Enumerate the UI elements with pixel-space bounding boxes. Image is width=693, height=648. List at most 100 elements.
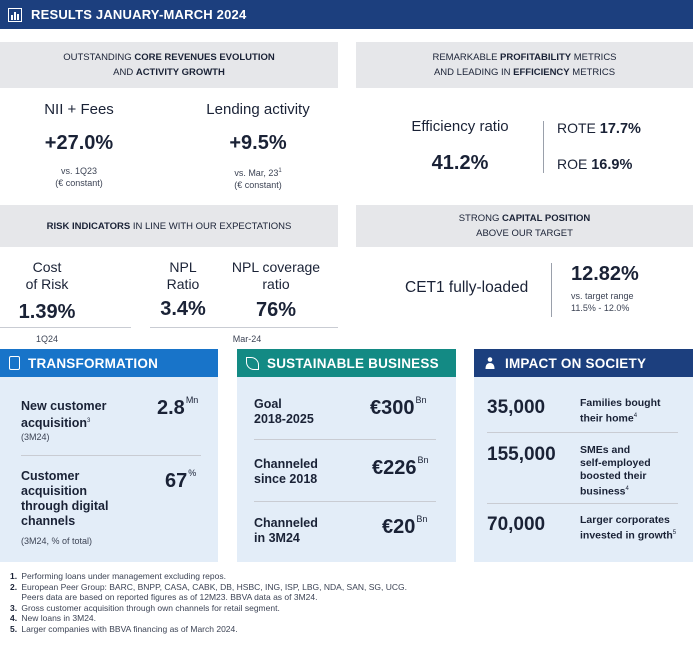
corporates-sup: 5 [672,530,677,536]
families-text-line1: Families bought [580,397,661,409]
profitability-title-text: REMARKABLE [432,52,501,63]
lending-note-constant: (€ constant) [234,180,282,190]
new-customer-label: New customer acquisition3 [21,399,106,431]
revenues-section-header: OUTSTANDING CORE REVENUES EVOLUTION AND … [0,42,338,88]
families-text: Families bought their home4 [580,397,661,426]
channeled-3m-label: Channeled in 3M24 [254,516,318,546]
npl-period: Mar-24 [232,334,262,344]
footnote-5-text: Larger companies with BBVA financing as … [21,623,238,634]
profitability-divider [543,121,544,173]
footnote-1-text: Performing loans under management exclud… [21,571,226,581]
capital-title-text: STRONG [458,213,502,224]
smes-text-line4: business [580,485,626,498]
cost-label-line1: Cost [32,259,62,275]
risk-title-bold: RISK INDICATORS [46,220,131,232]
channeled-since-label: Channeled since 2018 [254,457,318,487]
smes-text-line2: self-employed [580,457,651,469]
roe-label: ROE [557,156,588,172]
corporates-text: Larger corporates invested in growth5 [580,514,676,543]
new-customer-period: (3M24) [21,432,50,442]
risk-divider-right [150,327,338,328]
coverage-label-line2: ratio [262,276,290,292]
sustainable-panel [237,349,456,562]
channeled-3m-value: €20Bn [382,514,428,539]
families-value: 35,000 [487,397,546,418]
digital-acquisition-label: Customer acquisition through digital cha… [21,469,108,529]
npl-coverage-label: NPL coverage ratio [226,259,326,293]
goal-number: €300 [370,397,415,419]
capital-section-header: STRONG CAPITAL POSITION ABOVE OUR TARGET [356,205,693,247]
channeled-3m-number: €20 [382,516,416,538]
smes-text-line1: SMEs and [580,444,631,456]
new-customer-unit: Mn [185,395,199,405]
revenues-title-text2: AND [113,67,136,78]
digital-label-line4: channels [21,514,76,528]
sustainable-divider-1 [254,439,436,440]
risk-section-header: RISK INDICATORS IN LINE WITH OUR EXPECTA… [0,205,338,247]
npl-coverage-value: 76% [255,299,297,321]
people-icon [483,356,497,370]
channeled-since-line2: since 2018 [254,472,318,486]
revenues-title-bold: CORE REVENUES EVOLUTION [134,52,275,63]
efficiency-value: 41.2% [431,152,489,174]
channeled-3m-unit: Bn [416,514,428,524]
rote-value: 17.7% [599,121,641,137]
goal-label-line1: Goal [254,397,282,411]
smes-text-line3: boosted their [580,470,647,482]
revenues-title-bold2: ACTIVITY GROWTH [135,67,225,78]
footnote-2: 2. European Peer Group: BARC, BNPP, CASA… [10,582,690,593]
digital-acquisition-period: (3M24, % of total) [21,536,93,546]
cet1-value: 12.82% [571,263,639,285]
capital-title-line2: ABOVE OUR TARGET [476,228,573,239]
goal-unit: Bn [415,395,427,405]
lending-note-period: vs. Mar, 23 [234,168,279,178]
risk-title-text: IN LINE WITH OUR EXPECTATIONS [130,220,292,232]
sustainable-goal-label: Goal 2018-2025 [254,397,314,427]
footnotes: 1. Performing loans under management exc… [10,571,690,634]
channeled-since-unit: Bn [417,455,429,465]
channeled-since-value: €226Bn [372,455,429,480]
footnote-2-number: 2. [10,581,18,592]
cet1-note-line1: vs. target range [571,291,634,301]
footnote-4: 4. New loans in 3M24. [10,613,690,624]
lending-label: Lending activity [206,101,310,118]
bar-chart-icon [8,7,22,22]
nii-note-constant: (€ constant) [55,178,103,188]
channeled-since-number: €226 [372,457,417,479]
cet1-note-line2: 11.5% - 12.0% [571,303,630,313]
nii-label: NII + Fees [44,101,114,118]
lending-note-sup: 1 [278,168,282,174]
families-sup: 4 [633,413,638,419]
goal-label-line2: 2018-2025 [254,412,314,426]
profitability-title-bold: PROFITABILITY [500,52,572,63]
society-panel [474,349,693,562]
npl-ratio-label: NPL Ratio [140,259,226,293]
digital-acquisition-unit: % [188,468,197,478]
npl-label-line1: NPL [169,259,197,275]
lending-value: +9.5% [229,132,287,154]
cet1-label: CET1 fully-loaded [405,279,529,296]
sustainable-title: SUSTAINABLE BUSINESS [267,355,439,371]
cost-of-risk-value: 1.39% [18,301,76,323]
profitability-title-text2: METRICS [571,52,617,63]
lending-note: vs. Mar, 231 (€ constant) [178,165,338,191]
new-customer-number: 2.8 [157,397,185,419]
nii-note: vs. 1Q23 (€ constant) [0,165,158,189]
profitability-title-bold2: EFFICIENCY [513,67,570,78]
footnote-5-number: 5. [10,623,18,634]
roe-metric: ROE 16.9% [557,156,632,173]
sustainable-divider-2 [254,501,436,502]
smes-text: SMEs and self-employed boosted their bus… [580,444,651,499]
page-title: RESULTS JANUARY-MARCH 2024 [31,7,247,22]
transformation-divider [21,455,201,456]
capital-title-bold: CAPITAL POSITION [501,213,591,224]
digital-acquisition-number: 67 [165,470,188,492]
society-divider-1 [487,432,678,433]
corporates-text-line1: Larger corporates [580,514,670,526]
smes-value: 155,000 [487,444,556,465]
transformation-header: TRANSFORMATION [0,349,218,377]
new-customer-sup: 3 [86,418,91,424]
sustainable-header: SUSTAINABLE BUSINESS [237,349,456,377]
footnote-4-number: 4. [10,613,18,623]
footnote-3: 3. Gross customer acquisition through ow… [10,603,690,614]
